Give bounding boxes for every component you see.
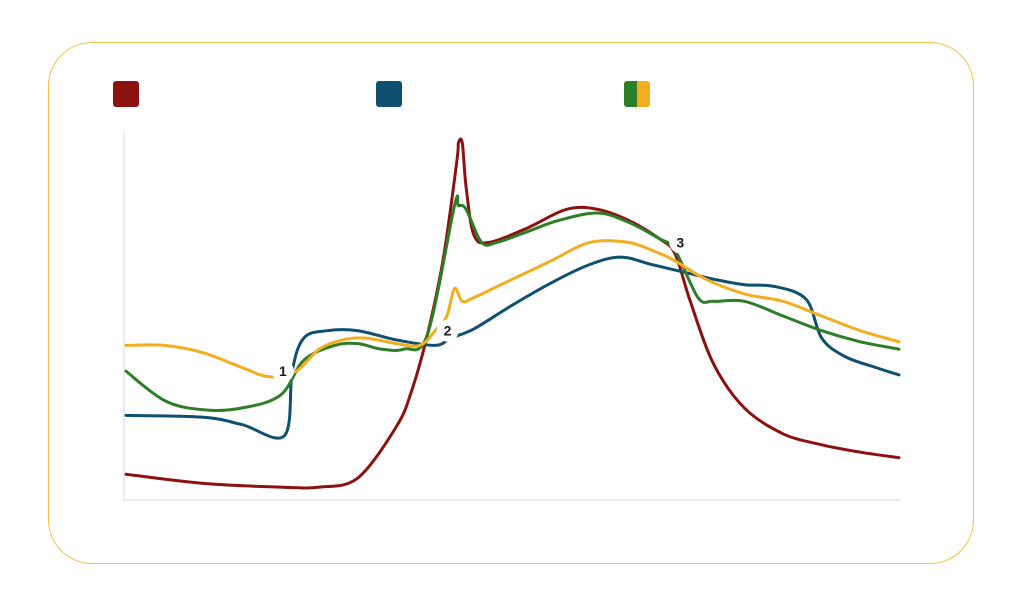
marker-label: 2 (444, 323, 452, 339)
legend-swatch-yellow-half (637, 81, 650, 107)
legend-swatch-fill (113, 81, 139, 107)
marker-1: 1 (271, 360, 294, 383)
chart-card (48, 42, 974, 564)
series-line-blue (124, 255, 901, 440)
legend-swatch-red (113, 81, 139, 107)
legend (0, 81, 1024, 107)
legend-swatch-fill (376, 81, 402, 107)
series-line-red (124, 137, 901, 490)
marker-label: 1 (279, 363, 287, 379)
legend-swatch-green-half (624, 81, 637, 107)
series-line-yellow (124, 239, 901, 379)
legend-swatch-blue (376, 81, 402, 107)
marker-3: 3 (669, 231, 692, 254)
series-line-green (124, 194, 901, 412)
marker-2: 2 (436, 319, 459, 342)
series-layer (124, 137, 901, 490)
marker-halo (436, 319, 459, 342)
marker-layer: 1 2 3 (271, 231, 692, 383)
marker-halo (669, 231, 692, 254)
legend-swatch-green-yellow (624, 81, 650, 107)
marker-halo (271, 360, 294, 383)
marker-label: 3 (676, 234, 684, 250)
